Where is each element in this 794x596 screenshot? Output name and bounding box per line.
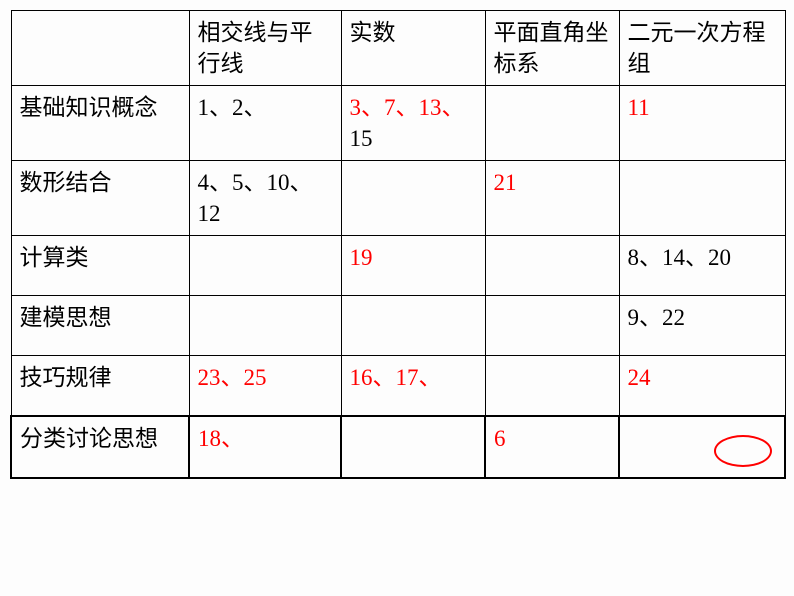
cell-text: 21 — [494, 170, 517, 195]
table-cell — [485, 236, 619, 296]
table-cell — [485, 86, 619, 161]
table-row: 计算类 19 8、14、20 — [11, 236, 785, 296]
cell-text: 23、25 — [198, 365, 267, 390]
table-row: 基础知识概念 1、2、 3、7、13、 15 11 — [11, 86, 785, 161]
table-body: 相交线与平行线实数平面直角坐标系二元一次方程组基础知识概念1、2、3、7、13、… — [11, 11, 785, 478]
column-header — [11, 11, 189, 86]
cell-text: 8、14、20 — [628, 245, 732, 270]
table-cell: 3、7、13、 15 — [341, 86, 485, 161]
table-cell — [189, 236, 341, 296]
table-cell: 23、25 — [189, 356, 341, 416]
table-cell — [619, 161, 785, 236]
table-row: 建模思想 9、22 — [11, 296, 785, 356]
column-header: 实数 — [341, 11, 485, 86]
row-label: 建模思想 — [11, 296, 189, 356]
table-cell: 4、5、10、12 — [189, 161, 341, 236]
row-label: 数形结合 — [11, 161, 189, 236]
table-cell: 8、14、20 — [619, 236, 785, 296]
table-cell: 16、17、 — [341, 356, 485, 416]
table-cell: 18、 — [189, 416, 341, 478]
cell-text: 6 — [494, 426, 506, 451]
row-label: 基础知识概念 — [11, 86, 189, 161]
cell-text: 18、 — [198, 426, 244, 451]
table-row: 数形结合4、5、10、12 21 — [11, 161, 785, 236]
cell-text: 1、2、 — [198, 95, 267, 120]
table-row: 技巧规律 23、25 16、17、 24 — [11, 356, 785, 416]
column-header: 二元一次方程组 — [619, 11, 785, 86]
table-cell: 11 — [619, 86, 785, 161]
column-header: 相交线与平行线 — [189, 11, 341, 86]
row-label: 技巧规律 — [11, 356, 189, 416]
table-cell — [341, 296, 485, 356]
cell-text: 9、22 — [628, 305, 686, 330]
table-cell: 19 — [341, 236, 485, 296]
table-cell — [485, 296, 619, 356]
table-cell: 9、22 — [619, 296, 785, 356]
cell-text: 15 — [350, 126, 373, 151]
classification-table: 相交线与平行线实数平面直角坐标系二元一次方程组基础知识概念1、2、3、7、13、… — [10, 10, 786, 479]
table-cell — [189, 296, 341, 356]
annotation-oval — [714, 435, 772, 467]
table-header-row: 相交线与平行线实数平面直角坐标系二元一次方程组 — [11, 11, 785, 86]
cell-text: 16、17、 — [350, 365, 442, 390]
table-row: 分类讨论思想 18、 6 — [11, 416, 785, 478]
table-cell — [341, 161, 485, 236]
row-label: 分类讨论思想 — [11, 416, 189, 478]
table-cell — [619, 416, 785, 478]
table-cell — [341, 416, 485, 478]
table-cell: 6 — [485, 416, 619, 478]
cell-text: 11 — [628, 95, 650, 120]
cell-text: 19 — [350, 245, 373, 270]
row-label: 计算类 — [11, 236, 189, 296]
cell-text: 3、7、13、 — [350, 95, 465, 120]
column-header: 平面直角坐标系 — [485, 11, 619, 86]
cell-text: 4、5、10、12 — [198, 170, 313, 226]
table-cell: 24 — [619, 356, 785, 416]
table-cell: 1、2、 — [189, 86, 341, 161]
table-cell: 21 — [485, 161, 619, 236]
cell-text: 24 — [628, 365, 651, 390]
table-cell — [485, 356, 619, 416]
